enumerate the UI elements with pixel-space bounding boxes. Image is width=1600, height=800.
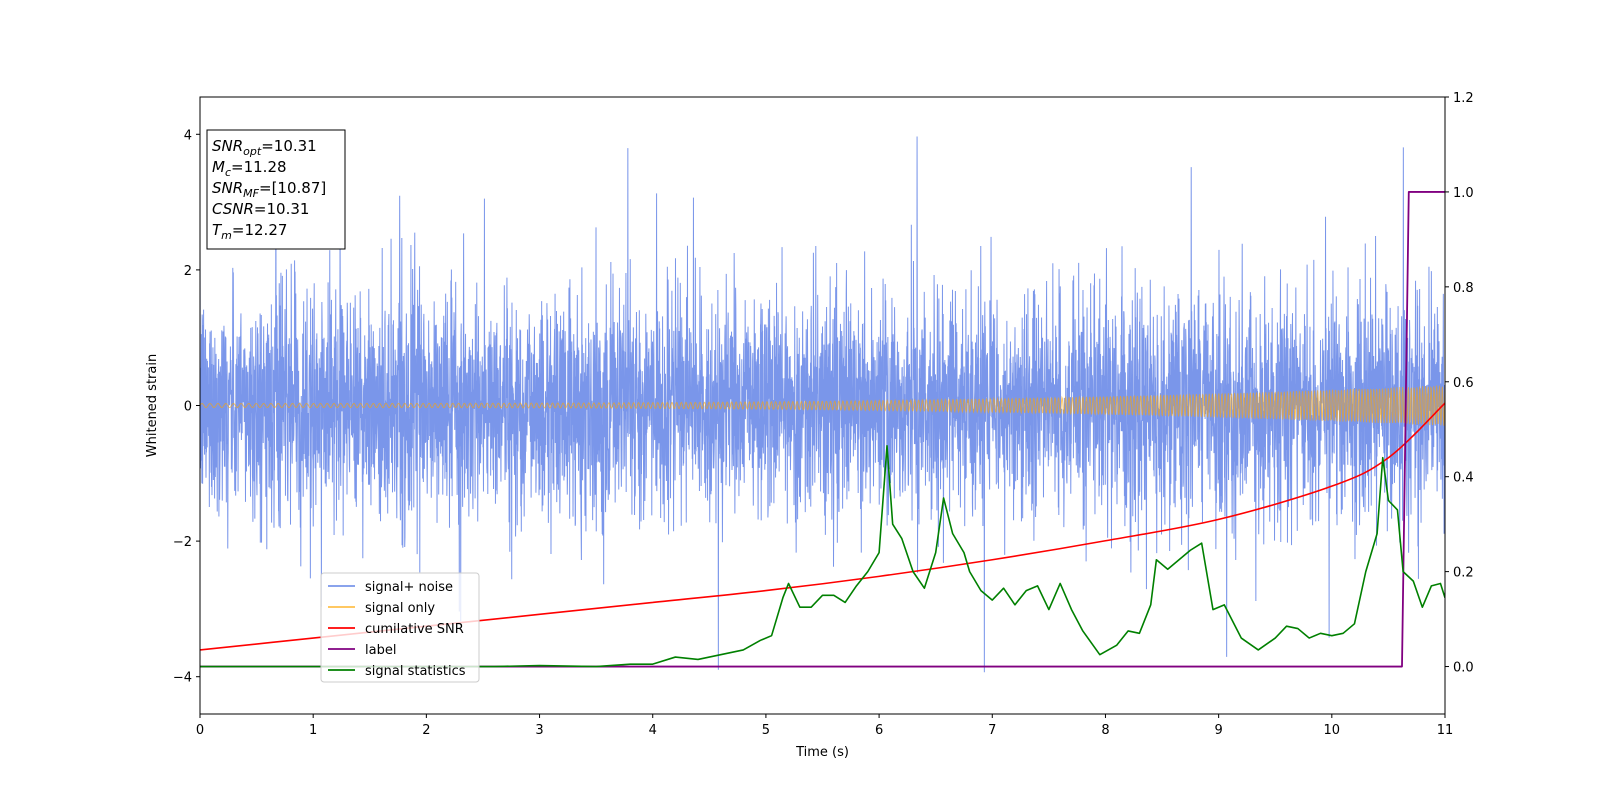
y-right-tick-label: 1.0 xyxy=(1453,186,1474,201)
stats-var: SNR xyxy=(212,179,243,197)
series-label-line xyxy=(200,191,1445,668)
x-tick-label: 5 xyxy=(762,723,770,738)
stats-var: CSNR xyxy=(212,200,254,218)
stats-line: SNRMF=[10.87] xyxy=(212,179,326,200)
x-tick-label: 3 xyxy=(535,723,543,738)
stats-var: M xyxy=(212,158,225,176)
stats-line: Tm=12.27 xyxy=(212,221,287,242)
x-tick-label: 0 xyxy=(196,723,204,738)
y-right-tick-label: 0.2 xyxy=(1453,566,1474,581)
y-left-tick-label: 2 xyxy=(184,264,192,279)
series-signal-statistics-line xyxy=(200,445,1445,668)
legend-frame xyxy=(320,572,480,683)
stats-var: SNR xyxy=(212,137,243,155)
y-right-tick-label: 1.2 xyxy=(1453,91,1474,106)
y-right-tick-label: 0.0 xyxy=(1453,661,1474,676)
x-tick-label: 11 xyxy=(1437,723,1454,738)
legend-item-label: signal+ noise xyxy=(365,580,453,595)
x-axis-label: Time (s) xyxy=(795,745,849,760)
x-tick-label: 8 xyxy=(1101,723,1109,738)
stats-annotation-frame xyxy=(206,129,346,250)
stats-subscript: m xyxy=(221,229,232,242)
y-axis-label: Whitened strain xyxy=(145,354,160,457)
stats-value: =10.31 xyxy=(254,200,310,218)
stats-value: =12.27 xyxy=(232,221,288,239)
stats-value: =11.28 xyxy=(231,158,287,176)
y-right-tick-label: 0.4 xyxy=(1453,471,1474,486)
legend-item-label: signal only xyxy=(365,601,435,616)
x-tick-label: 7 xyxy=(988,723,996,738)
stats-line: SNRopt=10.31 xyxy=(212,137,317,158)
y-right-tick-label: 0.6 xyxy=(1453,376,1474,391)
stats-value: =[10.87] xyxy=(259,179,326,197)
x-tick-label: 4 xyxy=(649,723,657,738)
x-tick-label: 9 xyxy=(1214,723,1222,738)
legend-item-label: label xyxy=(365,643,396,658)
legend-item-label: cumilative SNR xyxy=(365,622,464,637)
y-left-tick-label: 4 xyxy=(184,128,192,143)
y-left-tick-label: −4 xyxy=(173,671,192,686)
stats-line: Mc=11.28 xyxy=(212,158,287,179)
x-tick-label: 2 xyxy=(422,723,430,738)
x-tick-label: 1 xyxy=(309,723,317,738)
y-left-tick-label: −2 xyxy=(173,535,192,550)
x-tick-label: 6 xyxy=(875,723,883,738)
stats-value: =10.31 xyxy=(261,137,317,155)
legend-item-label: signal statistics xyxy=(365,664,466,679)
stats-line: CSNR=10.31 xyxy=(212,200,309,218)
y-left-tick-label: 0 xyxy=(184,400,192,415)
stats-subscript: opt xyxy=(243,145,262,158)
y-right-tick-label: 0.8 xyxy=(1453,281,1474,296)
x-tick-label: 10 xyxy=(1324,723,1341,738)
legend: signal+ noise signal only cumilative SNR la… xyxy=(320,572,480,683)
stats-subscript: c xyxy=(225,166,231,179)
stats-var: T xyxy=(212,221,223,239)
series-signal-only-line xyxy=(200,385,1445,426)
stats-subscript: MF xyxy=(243,187,259,200)
stats-annotation-box: SNRopt=10.31Mc=11.28SNRMF=[10.87]CSNR=10… xyxy=(206,129,346,250)
